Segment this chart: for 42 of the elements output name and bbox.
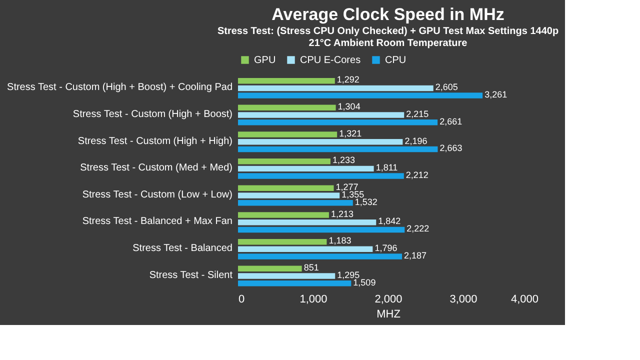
- y-tick-label: Stress Test - Balanced + Max Fan: [82, 216, 232, 228]
- x-tick-label: 1,000: [300, 294, 328, 306]
- legend-label: CPU: [385, 55, 406, 66]
- data-label: 2,663: [440, 143, 462, 154]
- x-tick-label: 2,000: [374, 294, 402, 306]
- data-label: 1,842: [378, 216, 401, 226]
- y-tick-label: Stress Test - Custom (Low + Low): [82, 189, 232, 200]
- data-label: 1,532: [354, 196, 378, 207]
- x-axis-title: MHZ: [376, 308, 401, 320]
- data-label: 2,196: [404, 136, 428, 146]
- chart-title: Average Clock Speed in MHz: [272, 5, 504, 24]
- data-label: 1,233: [332, 155, 356, 166]
- x-tick-label: 4,000: [510, 294, 538, 306]
- x-tick-label: 0: [238, 294, 245, 306]
- y-tick-label: Stress Test - Custom (Med + Med): [80, 162, 232, 174]
- data-label: 2,605: [435, 82, 458, 92]
- data-label: 851: [304, 262, 319, 273]
- x-tick-label: 3,000: [450, 294, 478, 306]
- data-label: 1,295: [337, 270, 360, 280]
- y-tick-label: Stress Test - Custom (High + High): [78, 136, 232, 147]
- data-label: 1,796: [374, 243, 398, 254]
- legend-label: CPU E-Cores: [300, 55, 361, 66]
- data-label: 1,811: [376, 162, 398, 173]
- data-label: 1,321: [339, 128, 362, 138]
- chart-subtitle: Stress Test: (Stress CPU Only Checked) + GPU Test Max Settings 1440p 21°C Ambient Room Temperature: [217, 26, 559, 49]
- data-label: 3,261: [484, 89, 508, 100]
- data-label: 1,304: [338, 102, 360, 112]
- data-label: 2,212: [406, 170, 428, 180]
- data-label: 1,183: [328, 236, 352, 246]
- y-tick-label: Stress Test - Balanced: [132, 243, 232, 254]
- data-label: 1,509: [353, 277, 376, 288]
- y-tick-label: Stress Test - Custom (High + Boost): [72, 108, 232, 120]
- data-label: 1,277: [336, 182, 358, 192]
- data-label: 2,215: [406, 108, 429, 119]
- data-label: 1,213: [330, 208, 354, 219]
- data-label: 2,222: [406, 224, 430, 234]
- data-label: 2,661: [440, 116, 462, 126]
- y-tick-label: Stress Test - Custom (High + Boost) + Cooling Pad: [7, 82, 232, 94]
- data-label: 1,292: [336, 74, 360, 85]
- legend-label: GPU: [254, 55, 276, 66]
- y-tick-label: Stress Test - Silent: [149, 270, 233, 281]
- data-label: 2,187: [404, 250, 427, 260]
